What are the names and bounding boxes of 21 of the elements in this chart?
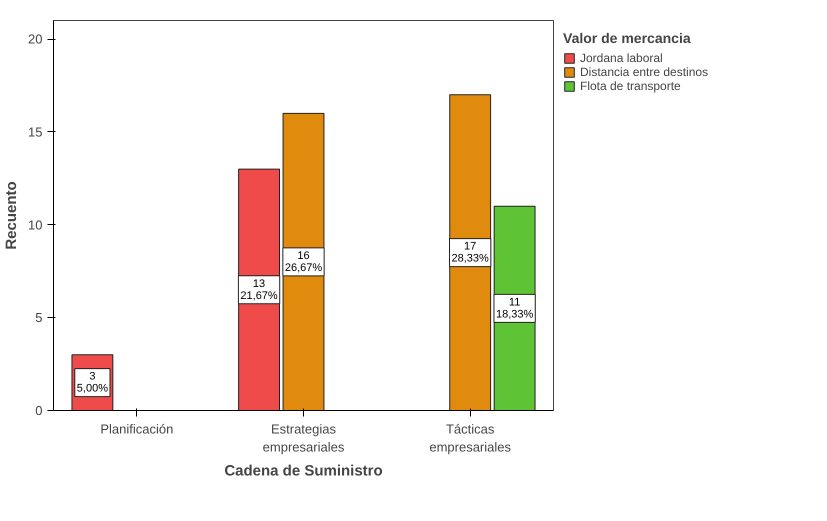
y-tick-label: 10 <box>28 217 43 232</box>
bar <box>449 94 492 410</box>
bar <box>282 112 324 410</box>
data-label: 13 21,67% <box>240 278 278 302</box>
legend-title: Valor de mercancia <box>563 30 692 46</box>
legend-label: Jordana laboral <box>580 51 663 65</box>
x-axis-title: Cadena de Suministro <box>224 462 383 480</box>
data-label: 3 5,00% <box>76 370 108 395</box>
legend-label: Distancia entre destinos <box>580 65 708 79</box>
data-label: 16 26,67% <box>284 250 322 274</box>
y-tick-label: 5 <box>35 310 43 326</box>
y-axis-title: Recuento <box>3 181 20 250</box>
legend-label: Flota de transporte <box>580 79 681 93</box>
x-tick-label: Estrategias empresariales <box>262 422 345 454</box>
data-label: 11 18,33% <box>496 296 534 320</box>
y-tick-label: 0 <box>35 403 43 418</box>
x-tick-label: Tácticas empresariales <box>429 422 512 454</box>
y-tick-label: 15 <box>28 124 43 140</box>
x-tick-label: Planificación <box>100 422 174 436</box>
y-tick-label: 20 <box>28 32 43 47</box>
data-label: 17 28,33% <box>452 240 490 265</box>
